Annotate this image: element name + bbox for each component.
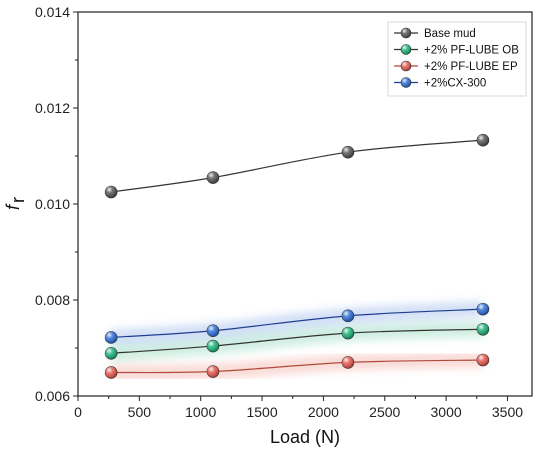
legend-label: +2% PF-LUBE EP xyxy=(424,61,518,73)
x-axis: 0 500 1000 1500 2000 2500 3000 3500 xyxy=(74,396,523,420)
data-point-highlight xyxy=(476,134,489,147)
y-tick-label: 0.012 xyxy=(35,100,70,116)
y-tick-label: 0.010 xyxy=(35,196,70,212)
data-point-highlight xyxy=(206,340,219,353)
legend-marker-highlight xyxy=(401,44,411,55)
y-tick-label: 0.006 xyxy=(35,388,70,404)
x-axis-title: Load (N) xyxy=(270,427,340,447)
data-point-highlight xyxy=(105,366,118,379)
data-point-highlight xyxy=(105,331,118,344)
data-point-highlight xyxy=(341,309,354,322)
x-tick-label: 0 xyxy=(74,404,82,420)
x-tick-label: 3500 xyxy=(492,404,523,420)
series-line xyxy=(111,359,483,374)
data-point-highlight xyxy=(105,347,118,360)
data-point-highlight xyxy=(105,186,118,198)
x-tick-label: 500 xyxy=(128,404,152,420)
data-point-highlight xyxy=(206,171,219,184)
data-point-highlight xyxy=(476,303,489,316)
legend-marker-highlight xyxy=(401,28,411,38)
data-points-layer xyxy=(104,133,490,379)
y-axis: 0.006 0.008 0.010 0.012 0.014 xyxy=(35,4,78,404)
data-point-highlight xyxy=(341,356,354,369)
x-tick-label: 2000 xyxy=(308,404,339,420)
series-line xyxy=(111,139,483,193)
x-tick-label: 1500 xyxy=(246,404,277,420)
data-point-highlight xyxy=(476,323,489,336)
data-point-highlight xyxy=(206,365,219,378)
data-point-highlight xyxy=(206,324,219,337)
y-tick-label: 0.014 xyxy=(35,4,70,20)
legend-marker-highlight xyxy=(401,77,411,88)
series-glow-layer xyxy=(110,301,484,381)
legend-marker-highlight xyxy=(401,61,411,71)
y-axis-title-main: f xyxy=(3,203,23,210)
series-lines-layer xyxy=(111,139,483,374)
x-tick-label: 2500 xyxy=(369,404,400,420)
legend-label: +2% PF-LUBE OB xyxy=(424,45,519,57)
series-line xyxy=(111,328,483,354)
legend-label: +2%CX-300 xyxy=(424,78,486,90)
data-point-highlight xyxy=(341,146,354,159)
x-tick-label: 1000 xyxy=(185,404,216,420)
data-point-highlight xyxy=(341,327,354,340)
y-axis-title: f r xyxy=(3,197,28,210)
series-line xyxy=(111,308,483,339)
y-axis-title-subscript: r xyxy=(8,197,28,203)
series-glow xyxy=(111,352,484,381)
legend: Base mud +2% PF-LUBE OB +2% PF-LUBE EP +2%C… xyxy=(387,21,527,97)
x-tick-label: 3000 xyxy=(431,404,462,420)
data-point-highlight xyxy=(476,354,489,366)
legend-label: Base mud xyxy=(424,28,476,40)
y-tick-label: 0.008 xyxy=(35,292,70,308)
